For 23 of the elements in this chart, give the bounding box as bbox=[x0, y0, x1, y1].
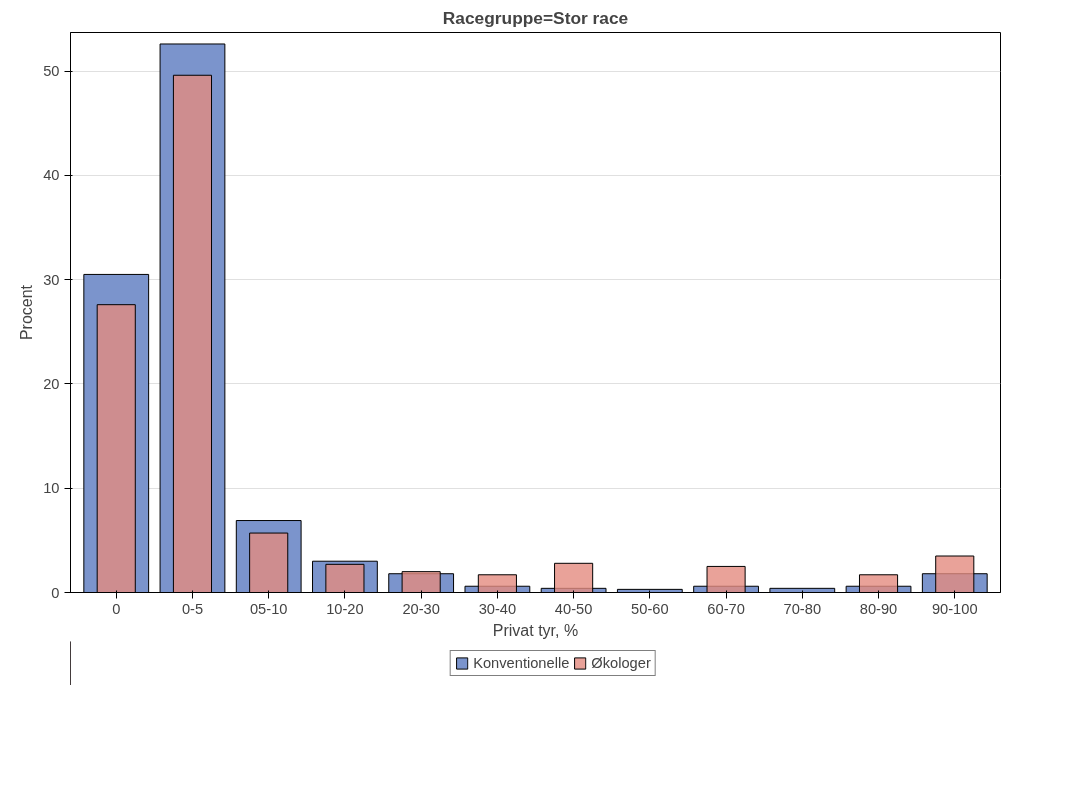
y-tick-label: 20 bbox=[43, 375, 60, 392]
x-tick-label: 90-100 bbox=[931, 600, 978, 617]
x-tick-label: 05-10 bbox=[249, 600, 288, 617]
y-tick-label: 30 bbox=[43, 271, 60, 288]
x-tick-label: 0 bbox=[112, 600, 121, 617]
legend-label: Konventionelle bbox=[473, 655, 570, 671]
x-tick-label: 30-40 bbox=[478, 600, 517, 617]
x-tick-label: 10-20 bbox=[326, 600, 364, 617]
x-tick-label: 20-30 bbox=[402, 600, 440, 617]
x-tick-label: 50-60 bbox=[631, 600, 669, 617]
y-axis-title: Procent bbox=[18, 284, 36, 341]
chart-title: Racegruppe=Stor race bbox=[442, 7, 629, 28]
y-tick-label: 50 bbox=[43, 63, 60, 80]
legend-label: Økologer bbox=[591, 655, 651, 671]
y-tick-label: 0 bbox=[51, 584, 60, 601]
x-axis-title: Privat tyr, % bbox=[492, 621, 579, 639]
x-tick-label: 60-70 bbox=[707, 600, 745, 617]
x-tick-label: 70-80 bbox=[783, 600, 822, 617]
y-tick-label: 40 bbox=[43, 167, 60, 184]
y-tick-label: 10 bbox=[43, 480, 60, 497]
x-tick-label: 80-90 bbox=[859, 600, 898, 617]
x-tick-label: 40-50 bbox=[554, 600, 593, 617]
x-tick-label: 0-5 bbox=[181, 600, 204, 617]
